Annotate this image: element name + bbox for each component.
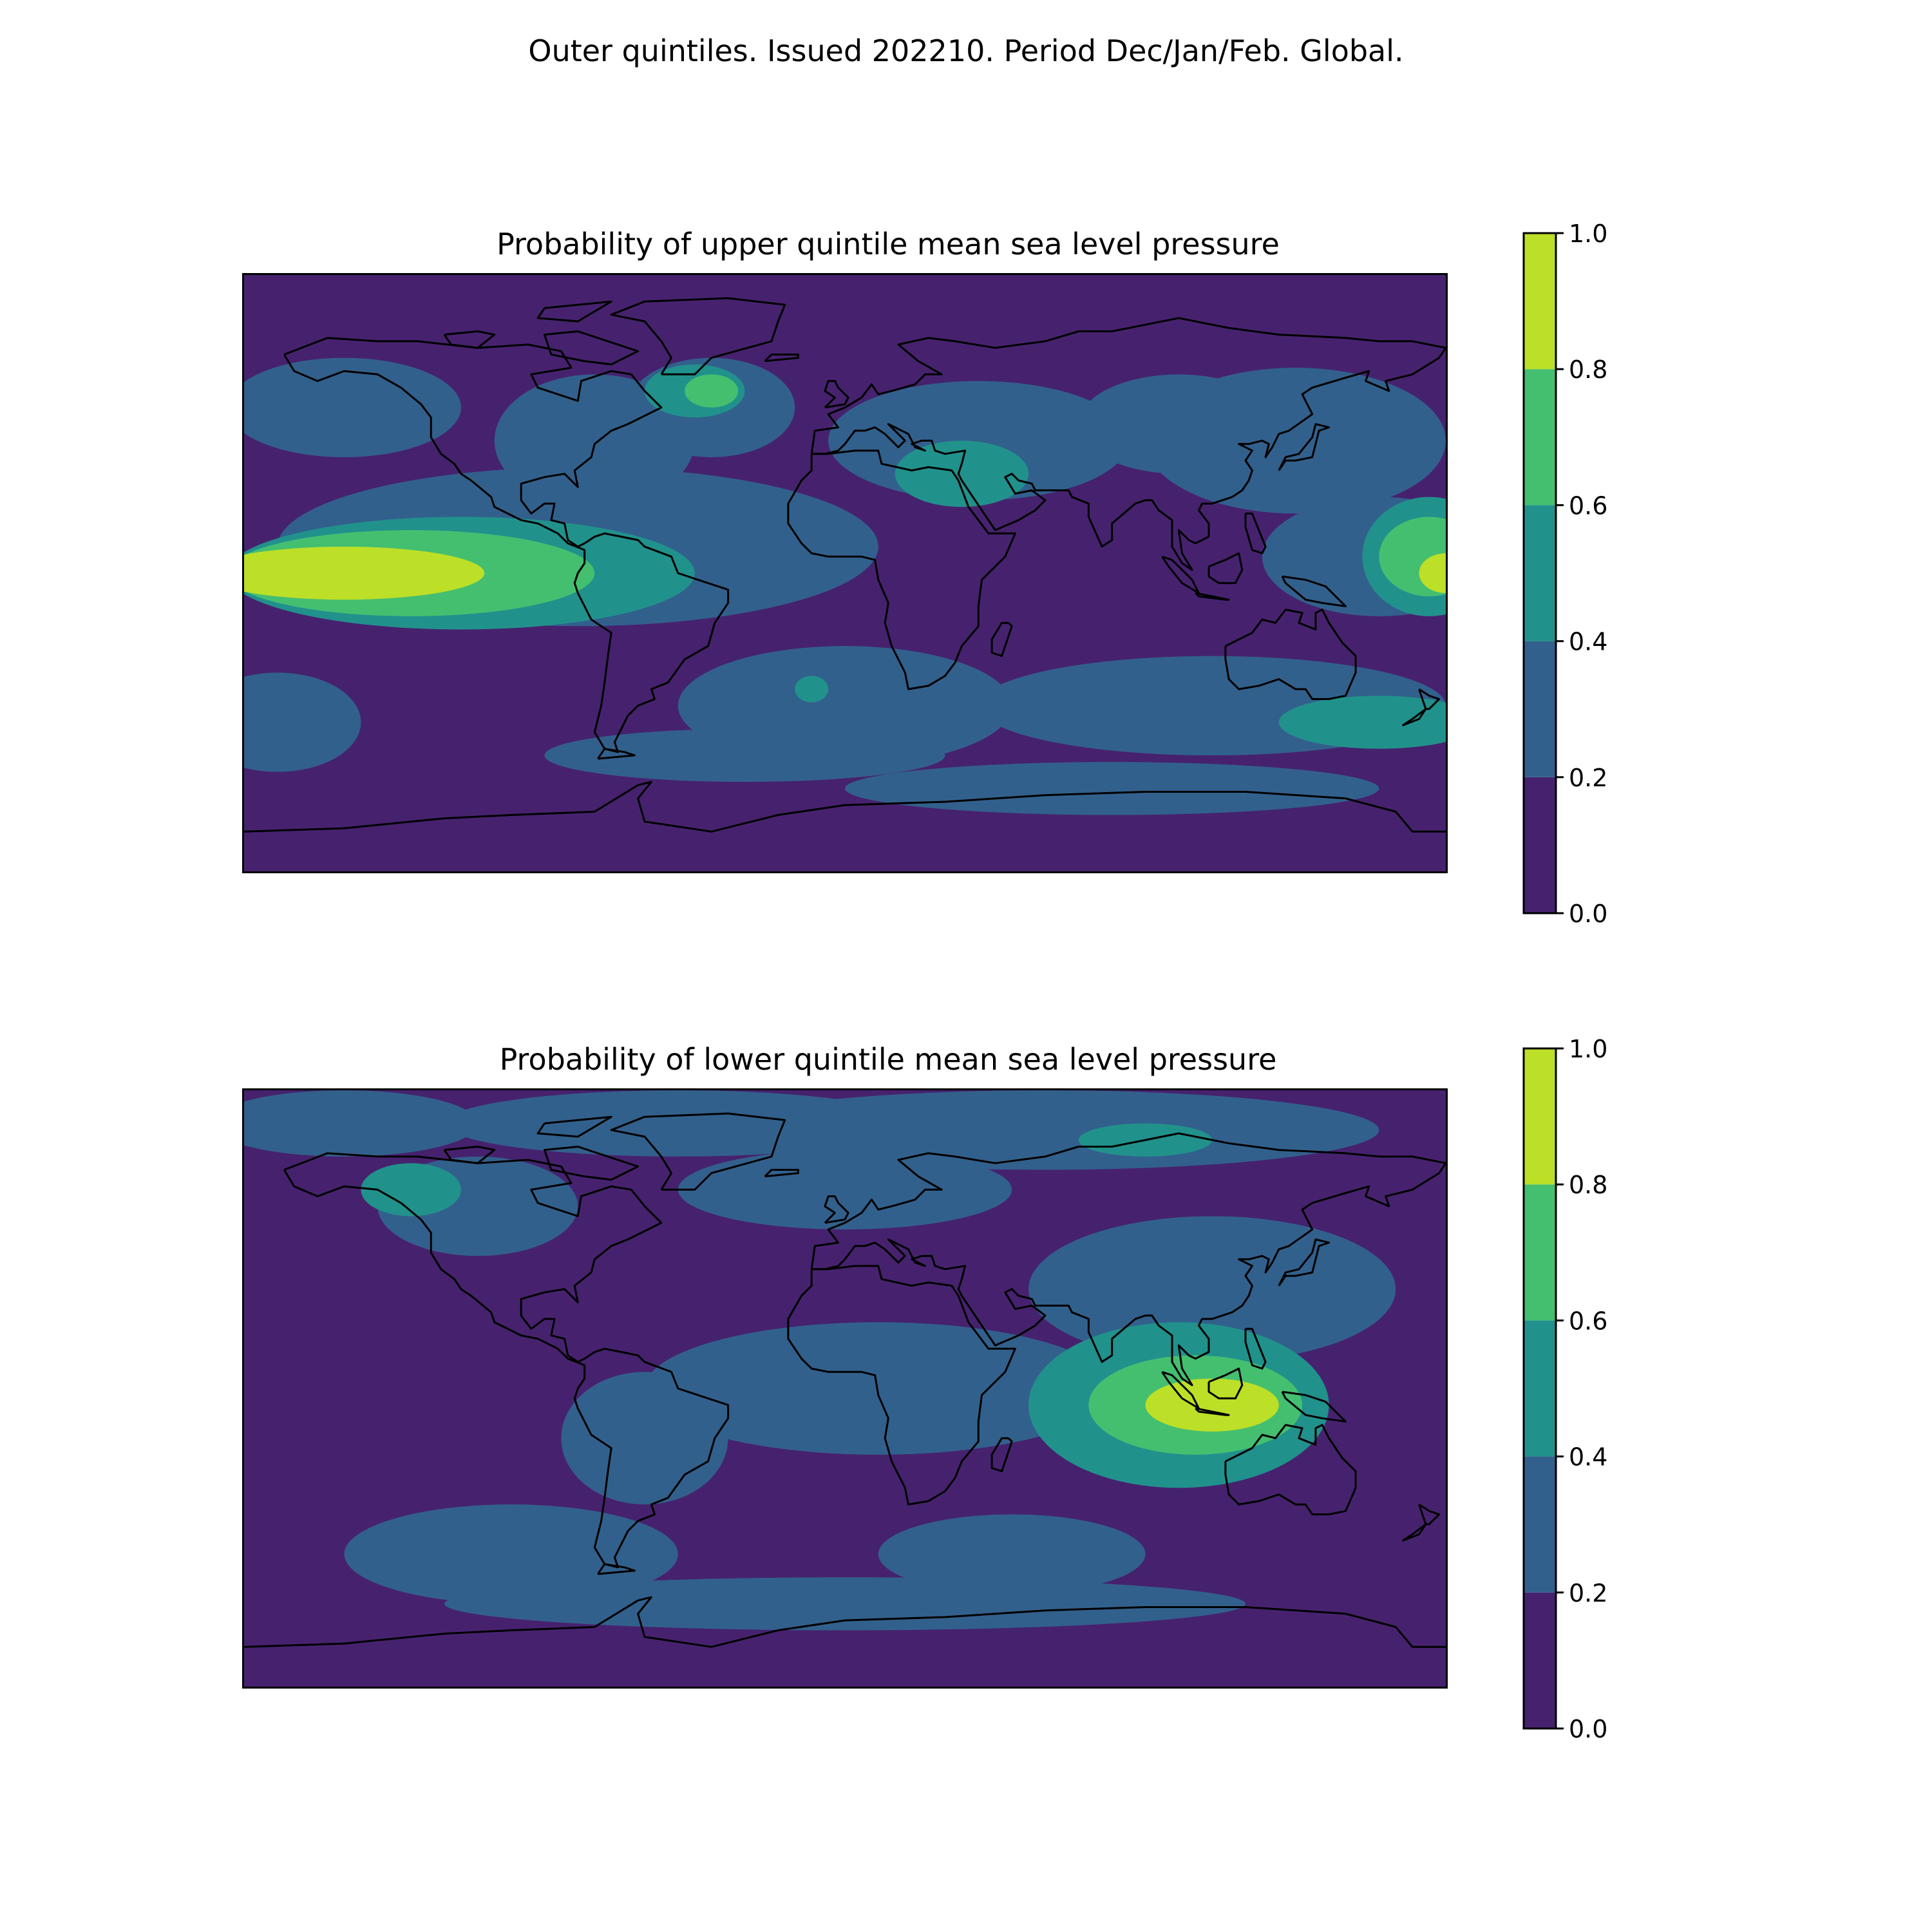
lower-coastline-12 [824,1195,849,1224]
lower-probability-region-4 [677,1150,1012,1230]
lower-coastline-9 [1281,1390,1347,1423]
upper-coastline-14 [544,330,639,366]
upper-coastline-15 [443,330,496,349]
upper-probability-region-18 [795,676,829,703]
upper-coastline-5 [990,621,1013,658]
lower-coastline-0 [283,1152,730,1569]
lower-coastline-7 [1195,1407,1230,1416]
lower-coastline-19 [244,1596,1446,1648]
lower-coastline-16 [536,1115,612,1138]
upper-probability-region-22 [244,546,485,600]
lower-probability-region-6 [645,1322,1112,1455]
colorbar-tick-label-2: 0.4 [1569,1443,1607,1472]
colorbar-tick-label-0: 0.0 [1569,1715,1607,1743]
lower-coastline-17 [1418,1503,1441,1526]
lower-probability-region-5 [1028,1216,1396,1362]
upper-coastline-3 [810,317,1446,571]
upper-coastline-8 [1208,552,1244,584]
lower-coastline-13 [764,1169,799,1178]
upper-coastline-12 [824,380,849,409]
lower-quintile-map-plot [244,1090,1446,1687]
upper-probability-region-10 [244,672,361,772]
upper-probability-region-12 [845,762,1379,815]
colorbar-tick-label-5: 1.0 [1569,1035,1607,1063]
upper-probability-region-15 [1278,696,1446,749]
lower-coastline-1 [610,1112,786,1191]
upper-colorbar: 0.0 0.2 0.4 0.6 0.8 1.0 [1522,220,1607,927]
lower-coastline-18 [1401,1523,1427,1542]
colorbar-band-0 [1524,777,1556,913]
lower-coastline-15 [443,1146,496,1164]
lower-probability-region-9 [878,1514,1146,1594]
lower-coastline-11 [1278,1238,1331,1287]
lower-colorbar: 0.0 0.2 0.4 0.6 0.8 1.0 [1522,1035,1607,1743]
upper-coastline-11 [1278,423,1331,471]
upper-quintile-map-plot [244,275,1446,871]
lower-coastline-5 [990,1437,1013,1473]
colorbar-band-2 [1524,1320,1556,1457]
lower-probability-region-2 [711,1090,1379,1170]
colorbar-band-4 [1524,233,1556,370]
lower-coastline-10 [1244,1327,1267,1370]
upper-coastline-7 [1195,592,1230,601]
lower-probability-region-0 [244,1090,478,1157]
colorbar-outline [1522,1047,1557,1730]
lower-probability-region-8 [344,1504,678,1604]
upper-probability-region-0 [244,357,461,457]
colorbar-band-1 [1524,641,1556,777]
upper-coastline-9 [1281,575,1347,607]
colorbar-band-3 [1524,369,1556,506]
lower-coastline-4 [1224,1424,1357,1515]
colorbar-tick-label-3: 0.6 [1569,1307,1607,1335]
upper-coastline-20 [597,748,636,760]
lower-coastline-8 [1208,1367,1244,1399]
colorbar-tick-label-3: 0.6 [1569,491,1607,520]
colorbar-tick-label-1: 0.2 [1569,1579,1607,1607]
lower-probability-region-12 [361,1163,461,1217]
lower-coastline-20 [597,1563,636,1575]
upper-coastline-16 [536,300,612,323]
upper-coastline-18 [1401,708,1427,726]
upper-coastline-2 [787,450,1016,690]
lower-coastline-14 [544,1146,639,1181]
lower-probability-region-7 [561,1372,728,1505]
upper-coastline-17 [1418,688,1441,710]
colorbar-tick-label-4: 0.8 [1569,355,1607,384]
colorbar-tick-label-5: 1.0 [1569,220,1607,248]
upper-coastline-4 [1224,609,1357,700]
upper-coastline-1 [610,297,786,375]
upper-probability-region-23 [1419,553,1446,593]
colorbar-band-1 [1524,1456,1556,1593]
lower-probability-region-10 [444,1577,1245,1631]
lower-quintile-map [242,1088,1448,1689]
colorbar-tick-label-2: 0.4 [1569,628,1607,656]
colorbar-band-0 [1524,1592,1556,1728]
upper-probability-region-11 [544,728,945,782]
colorbar-outline [1522,232,1557,914]
lower-coastline-2 [787,1265,1016,1506]
upper-quintile-map [242,273,1448,873]
upper-probability-region-6 [1145,368,1446,514]
upper-coastline-0 [283,337,730,753]
colorbar-tick-label-0: 0.0 [1569,900,1607,927]
upper-probability-region-14 [895,440,1029,507]
lower-panel-title: Probability of lower quintile mean sea l… [499,1042,1277,1077]
colorbar-band-2 [1524,505,1556,641]
upper-coastline-19 [244,781,1446,833]
upper-panel-title: Probability of upper quintile mean sea l… [497,227,1280,261]
colorbar-band-4 [1524,1048,1556,1185]
figure-title: Outer quintiles. Issued 202210. Period D… [528,33,1404,68]
lower-coastline-3 [810,1132,1446,1387]
colorbar-band-3 [1524,1184,1556,1321]
upper-probability-region-20 [685,374,739,408]
lower-probability-region-15 [1145,1378,1279,1432]
upper-coastline-13 [764,354,799,363]
colorbar-tick-label-1: 0.2 [1569,764,1607,792]
upper-coastline-10 [1244,512,1267,554]
colorbar-tick-label-4: 0.8 [1569,1171,1607,1199]
